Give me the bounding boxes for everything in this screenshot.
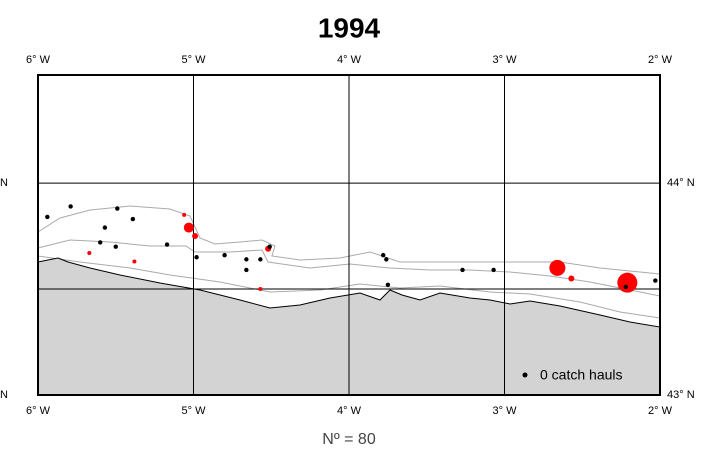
zero-catch-haul: [491, 267, 496, 273]
zero-catch-haul: [653, 278, 658, 283]
zero-catch-haul: [460, 267, 465, 273]
x-tick-label: 2° W: [648, 405, 673, 417]
x-tick-label: 6° W: [26, 54, 51, 66]
zero-catch-haul: [623, 284, 628, 290]
y-tick-label: 43° N: [667, 389, 695, 401]
zero-catch-haul: [102, 225, 108, 230]
zero-catch-haul: [267, 244, 272, 249]
zero-catch-haul: [164, 242, 170, 247]
catch-haul: [617, 272, 638, 293]
zero-catch-haul: [115, 206, 120, 211]
catch-haul: [192, 233, 199, 240]
title: 1994: [318, 12, 381, 43]
catch-haul: [258, 287, 263, 292]
zero-catch-haul: [385, 282, 391, 288]
depth-contour: [37, 239, 661, 297]
x-tick-label: 4° W: [337, 54, 362, 66]
zero-catch-haul: [244, 257, 249, 262]
depth-contour: [37, 255, 661, 319]
catch-haul: [549, 259, 566, 276]
x-tick-label: 6° W: [26, 405, 51, 417]
catch-haul: [183, 222, 194, 233]
x-tick-label: 2° W: [648, 54, 673, 66]
x-tick-label: 5° W: [182, 54, 207, 66]
catch-haul: [182, 212, 187, 217]
zero-catch-haul: [98, 240, 103, 245]
x-tick-label: 3° W: [493, 54, 518, 66]
zero-catch-haul: [194, 255, 199, 260]
legend-label: 0 catch hauls: [540, 367, 623, 383]
zero-catch-haul: [381, 252, 386, 258]
catch-haul: [132, 259, 137, 264]
x-tick-label: 4° W: [337, 405, 362, 417]
y-tick-label: 44° N: [0, 177, 8, 189]
zero-catch-haul: [130, 216, 136, 222]
zero-catch-haul: [113, 244, 118, 249]
catch-haul: [568, 275, 575, 282]
map-frame: [37, 74, 661, 396]
zero-catch-haul: [258, 257, 263, 262]
zero-catch-haul: [384, 257, 389, 262]
catch-haul: [87, 251, 92, 256]
zero-catch-haul: [244, 267, 249, 273]
y-tick-label: 44° N: [667, 177, 695, 189]
sample-size: Nº = 80: [322, 431, 376, 448]
depth-contour: [37, 205, 661, 275]
zero-catch-haul: [222, 252, 227, 258]
zero-catch-haul: [45, 214, 50, 220]
y-tick-label: 43° N: [0, 389, 8, 401]
legend-marker: [522, 372, 528, 378]
zero-catch-haul: [68, 204, 73, 209]
x-tick-label: 3° W: [493, 405, 518, 417]
x-tick-label: 5° W: [182, 405, 207, 417]
